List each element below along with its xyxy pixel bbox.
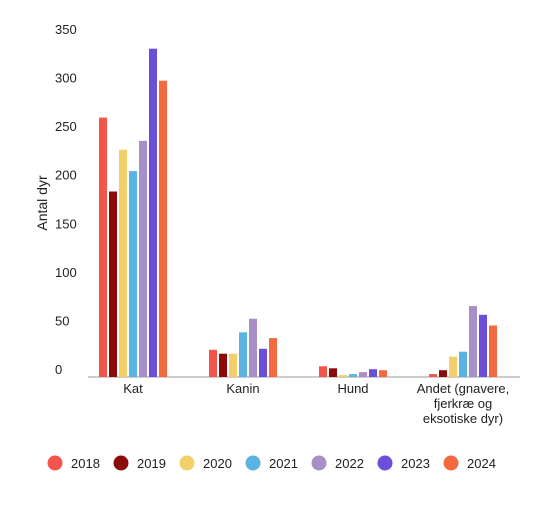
bar-2018-0 (99, 117, 107, 377)
y-tick-label: 0 (55, 362, 62, 377)
bar-2018-1 (209, 349, 217, 377)
bar-2018-2 (319, 366, 327, 377)
bar-2024-2 (379, 370, 387, 377)
legend-item-2024: 2024 (443, 455, 496, 471)
category-label: Andet (gnavere, (417, 381, 510, 396)
category-label: fjerkræ og (434, 396, 493, 411)
bar-2022-2 (359, 372, 367, 377)
legend-swatch (377, 455, 393, 471)
category-label: Kanin (226, 381, 259, 396)
y-tick-label: 100 (55, 265, 77, 280)
category-label: eksotiske dyr) (423, 411, 503, 426)
legend-label: 2023 (401, 456, 430, 471)
bar-2021-0 (129, 171, 137, 377)
bar-2022-3 (469, 306, 477, 377)
bar-2020-3 (449, 356, 457, 377)
bar-2020-2 (339, 375, 347, 377)
legend-label: 2018 (71, 456, 100, 471)
legend-swatch (47, 455, 63, 471)
y-tick-label: 300 (55, 71, 77, 86)
legend-swatch (311, 455, 327, 471)
bar-2021-2 (349, 374, 357, 377)
y-tick-label: 250 (55, 119, 77, 134)
bar-2023-1 (259, 348, 267, 377)
legend-swatch (245, 455, 261, 471)
y-axis-ticks: 0 50 100 150 200 250 300 350 (55, 22, 77, 377)
legend-swatch (113, 455, 129, 471)
bar-2019-2 (329, 368, 337, 377)
bars-group (99, 48, 497, 377)
bar-2019-3 (439, 370, 447, 377)
legend-swatch (179, 455, 195, 471)
bar-2023-3 (479, 314, 487, 377)
bar-2021-1 (239, 332, 247, 377)
bar-2024-3 (489, 325, 497, 377)
bar-2018-3 (429, 374, 437, 377)
bar-2022-0 (139, 140, 147, 377)
legend-item-2021: 2021 (245, 455, 298, 471)
legend-label: 2020 (203, 456, 232, 471)
legend-item-2022: 2022 (311, 455, 364, 471)
bar-2024-0 (159, 80, 167, 377)
legend-swatch (443, 455, 459, 471)
bar-2023-0 (149, 48, 157, 377)
bar-2021-3 (459, 351, 467, 377)
y-tick-label: 150 (55, 216, 77, 231)
legend-item-2019: 2019 (113, 455, 166, 471)
bar-2024-1 (269, 338, 277, 377)
bar-2020-0 (119, 149, 127, 377)
y-tick-label: 200 (55, 168, 77, 183)
y-tick-label: 50 (55, 313, 69, 328)
legend-label: 2024 (467, 456, 496, 471)
bar-2019-1 (219, 353, 227, 377)
bar-2019-0 (109, 191, 117, 377)
category-labels: Kat Kanin Hund Andet (gnavere,fjerkræ ogeks… (123, 381, 509, 426)
legend-item-2020: 2020 (179, 455, 232, 471)
legend-label: 2022 (335, 456, 364, 471)
y-tick-label: 350 (55, 22, 77, 37)
bar-2023-2 (369, 369, 377, 377)
legend-label: 2021 (269, 456, 298, 471)
legend-label: 2019 (137, 456, 166, 471)
category-label: Hund (337, 381, 368, 396)
legend-item-2018: 2018 (47, 455, 100, 471)
bar-2020-1 (229, 353, 237, 377)
bar-2022-1 (249, 318, 257, 377)
legend: 2018 2019 2020 2021 2022 2023 2024 (47, 455, 496, 471)
category-label: Kat (123, 381, 143, 396)
legend-item-2023: 2023 (377, 455, 430, 471)
y-axis-label: Antal dyr (34, 175, 50, 231)
